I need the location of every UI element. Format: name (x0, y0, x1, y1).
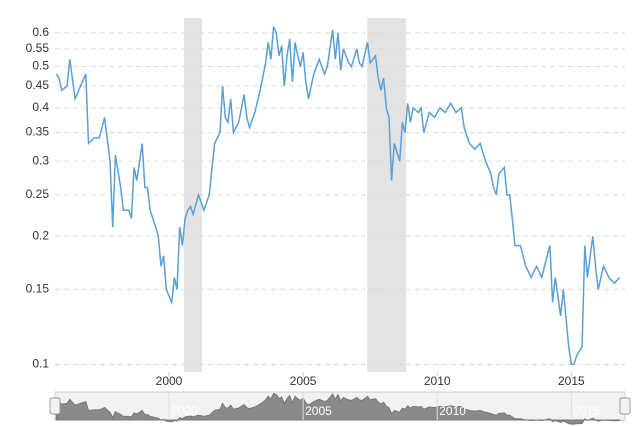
y-tick-label: 0.5 (32, 59, 49, 73)
y-tick-label: 0.35 (26, 125, 50, 139)
y-tick-label: 0.15 (26, 282, 50, 296)
x-tick-label: 2010 (424, 374, 451, 388)
navigator-label: 2015 (573, 404, 600, 418)
y-tick-label: 0.25 (26, 187, 50, 201)
y-tick-label: 0.6 (32, 25, 49, 39)
y-tick-label: 0.3 (32, 153, 49, 167)
x-tick-label: 2000 (156, 374, 183, 388)
navigator-label: 2010 (439, 404, 466, 418)
x-tick-label: 2005 (290, 374, 317, 388)
x-tick-label: 2015 (558, 374, 585, 388)
y-tick-label: 0.1 (32, 357, 49, 371)
navigator-handle-left[interactable] (49, 397, 61, 415)
y-tick-label: 0.45 (26, 78, 50, 92)
navigator-area (55, 392, 621, 425)
navigator-handle-right[interactable] (619, 397, 631, 415)
y-tick-label: 0.4 (32, 100, 49, 114)
y-tick-label: 0.55 (26, 41, 50, 55)
y-tick-label: 0.2 (32, 228, 49, 242)
navigator-label: 2005 (305, 404, 332, 418)
data-line (55, 26, 621, 366)
navigator-label: 2000 (171, 404, 198, 418)
